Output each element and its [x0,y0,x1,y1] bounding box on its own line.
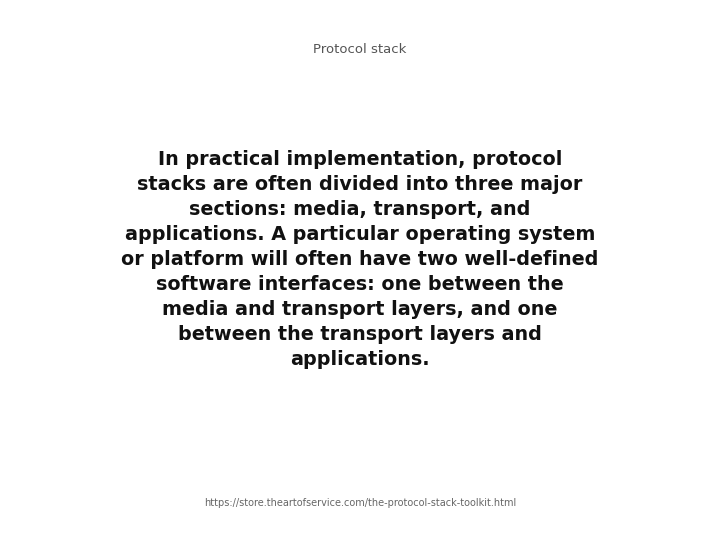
Text: In practical implementation, protocol
stacks are often divided into three major
: In practical implementation, protocol st… [121,150,599,369]
Text: https://store.theartofservice.com/the-protocol-stack-toolkit.html: https://store.theartofservice.com/the-pr… [204,497,516,508]
Text: Protocol stack: Protocol stack [313,43,407,56]
